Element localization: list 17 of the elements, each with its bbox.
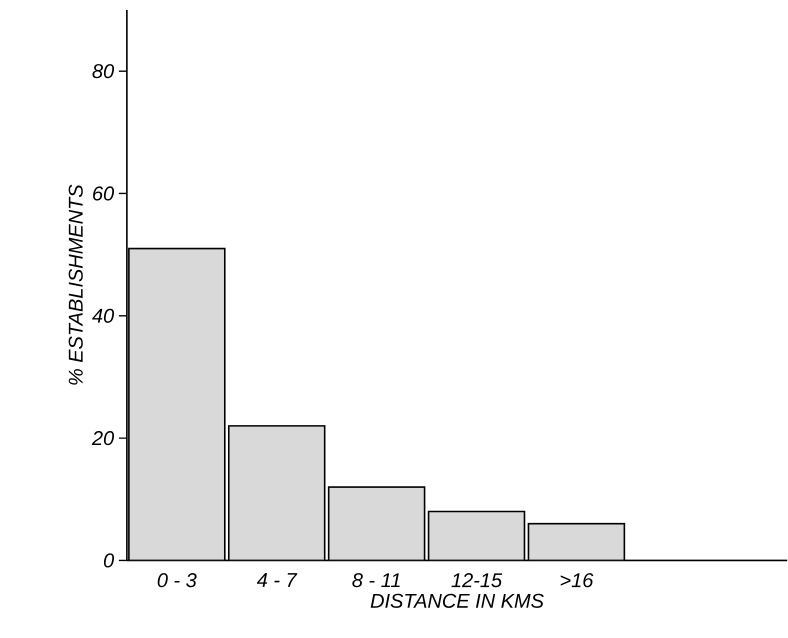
x-tick-label: 12-15 [451, 572, 502, 588]
x-tick-label: 0 - 3 [158, 572, 197, 588]
x-tick-label: 4 - 7 [256, 572, 298, 587]
bar [228, 426, 325, 560]
x-tick-label: 8 - 11 [352, 572, 400, 588]
y-tick-label: 60 [93, 186, 114, 200]
x-axis-title: DISTANCE IN KMS [370, 594, 544, 608]
y-tick-label: 80 [92, 64, 114, 78]
x-tick-label: >16 [560, 572, 594, 588]
y-tick-label: 0 [104, 553, 114, 568]
y-tick-label: 40 [92, 308, 114, 323]
y-axis-title: % ESTABLISHMENTS [68, 184, 83, 384]
bar [328, 486, 425, 560]
bar [428, 511, 524, 560]
y-tick-label: 20 [92, 430, 114, 445]
bar [528, 522, 626, 560]
bar [128, 248, 225, 560]
